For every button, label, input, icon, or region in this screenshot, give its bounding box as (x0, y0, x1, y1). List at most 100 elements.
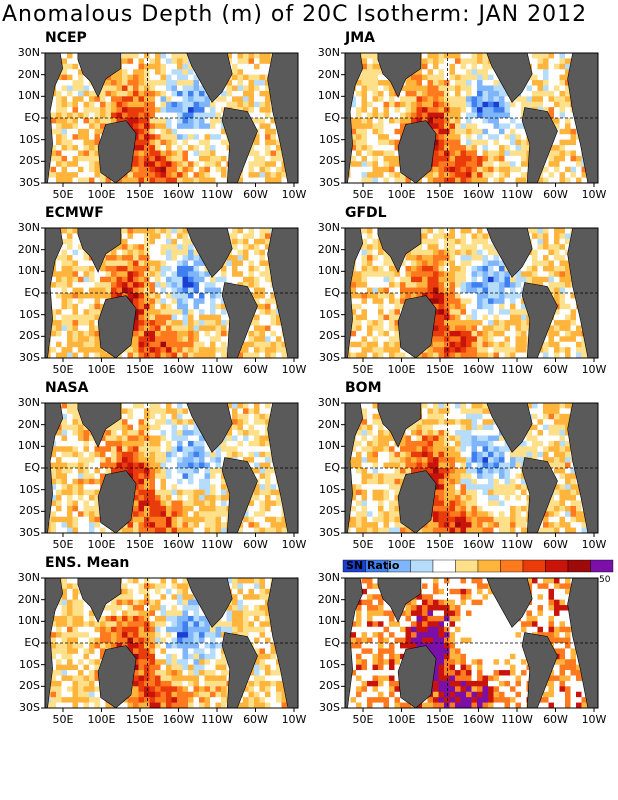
anomaly-cell (204, 276, 211, 283)
anomaly-cell (138, 408, 145, 415)
anomaly-cell (78, 244, 84, 251)
anomaly-cell (127, 90, 134, 97)
anomaly-cell (444, 155, 450, 162)
anomaly-cell (149, 118, 156, 124)
anomaly-cell (61, 85, 68, 92)
anomaly-cell (127, 244, 134, 251)
anomaly-cell (237, 80, 244, 86)
anomaly-cell (221, 90, 227, 97)
anomaly-cell (455, 282, 461, 288)
anomaly-cell (482, 80, 489, 86)
anomaly-cell (72, 430, 79, 436)
anomaly-cell (138, 123, 145, 130)
anomaly-cell (433, 314, 439, 321)
anomaly-cell (160, 336, 167, 343)
anomaly-cell (449, 287, 456, 294)
anomaly-cell (510, 155, 516, 162)
anomaly-cell (199, 172, 205, 178)
anomaly-cell (565, 69, 571, 76)
lon-label: 100E (387, 363, 416, 376)
anomaly-cell (493, 150, 500, 157)
anomaly-cell (232, 265, 238, 272)
anomaly-cell (460, 134, 467, 141)
anomaly-cell (226, 446, 233, 453)
anomaly-cell (237, 69, 244, 76)
anomaly-cell (122, 352, 128, 359)
anomaly-cell (155, 53, 161, 59)
anomaly-cell (237, 233, 244, 240)
anomaly-cell (122, 413, 128, 420)
anomaly-cell (455, 320, 461, 326)
anomaly-cell (61, 271, 68, 278)
anomaly-cell (67, 172, 73, 178)
anomaly-cell (111, 430, 117, 436)
anomaly-cell (438, 69, 445, 76)
anomaly-cell (259, 139, 266, 146)
anomaly-cell (144, 347, 150, 353)
anomaly-cell (144, 352, 150, 359)
anomaly-cell (367, 101, 373, 108)
anomaly-cell (149, 249, 156, 256)
anomaly-cell (438, 282, 445, 288)
anomaly-cell (548, 233, 555, 240)
anomaly-cell (554, 244, 560, 251)
anomaly-cell (133, 118, 139, 124)
anomaly-cell (466, 90, 472, 97)
anomaly-cell (204, 325, 211, 332)
anomaly-cell (138, 238, 145, 245)
anomaly-cell (477, 58, 483, 65)
anomaly-cell (400, 107, 406, 113)
anomaly-cell (466, 341, 472, 348)
anomaly-cell (83, 90, 90, 97)
anomaly-cell (482, 53, 489, 59)
anomaly-cell (367, 128, 373, 135)
anomaly-cell (177, 320, 183, 326)
land-mass (486, 227, 533, 278)
anomaly-cell (488, 112, 494, 119)
anomaly-cell (482, 85, 489, 92)
anomaly-cell (378, 352, 384, 359)
anomaly-cell (254, 309, 260, 316)
anomaly-cell (133, 341, 139, 348)
anomaly-cell (155, 347, 161, 353)
anomaly-cell (537, 90, 544, 97)
anomaly-cell (248, 238, 255, 245)
anomaly-cell (160, 330, 167, 337)
anomaly-cell (67, 128, 73, 135)
anomaly-cell (138, 112, 145, 119)
anomaly-cell (61, 435, 68, 442)
anomaly-cell (127, 419, 134, 426)
anomaly-cell (182, 260, 189, 267)
anomaly-cell (444, 341, 450, 348)
anomaly-cell (127, 265, 134, 272)
anomaly-cell (105, 249, 112, 256)
anomaly-cell (422, 276, 428, 283)
anomaly-cell (565, 303, 571, 310)
anomaly-cell (422, 249, 428, 256)
anomaly-cell (433, 161, 439, 168)
anomaly-cell (488, 341, 494, 348)
anomaly-cell (171, 118, 178, 124)
anomaly-cell (438, 85, 445, 92)
anomaly-cell (449, 298, 456, 305)
anomaly-cell (171, 155, 178, 162)
anomaly-cell (466, 145, 472, 151)
anomaly-cell (394, 309, 401, 316)
anomaly-cell (188, 238, 194, 245)
anomaly-cell (499, 282, 505, 288)
anomaly-cell (548, 341, 555, 348)
anomaly-cell (521, 265, 527, 272)
anomaly-cell (466, 309, 472, 316)
anomaly-cell (471, 233, 478, 240)
anomaly-cell (94, 352, 101, 359)
anomaly-cell (455, 63, 461, 70)
anomaly-cell (171, 309, 178, 316)
anomaly-cell (237, 435, 244, 442)
anomaly-cell (122, 80, 128, 86)
anomaly-cell (367, 271, 373, 278)
anomaly-cell (400, 276, 406, 283)
anomaly-cell (155, 90, 161, 97)
anomaly-cell (265, 107, 271, 113)
anomaly-cell (182, 150, 189, 157)
map-panel-1: JMA 30N 20N 10N EQ 10S 20S 30S 50E 100E 150E 160W 11… (300, 30, 607, 220)
